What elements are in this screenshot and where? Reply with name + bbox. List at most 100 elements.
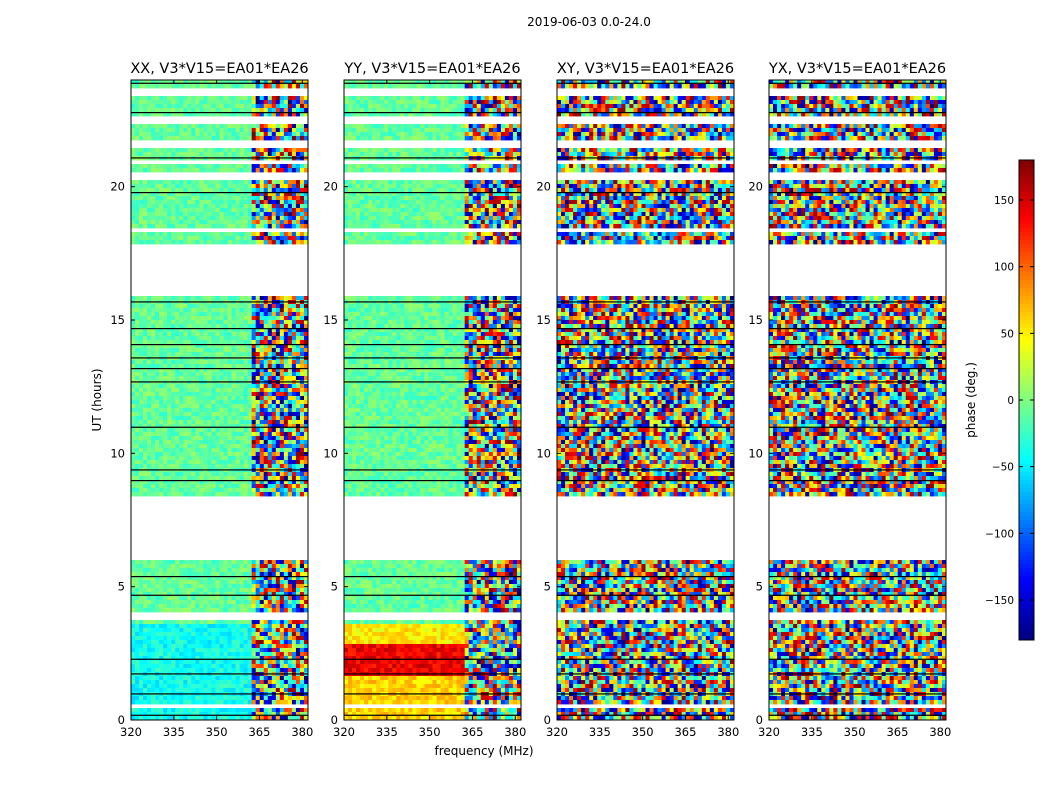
colorbar-swatch xyxy=(1019,444,1034,449)
y-tick-label: 10 xyxy=(748,446,763,460)
colorbar-swatch xyxy=(1019,416,1034,421)
y-tick-label: 20 xyxy=(110,180,125,194)
colorbar-swatch xyxy=(1019,272,1034,277)
colorbar-swatch xyxy=(1019,256,1034,261)
y-tick-label: 20 xyxy=(536,180,551,194)
colorbar-swatch xyxy=(1019,604,1034,609)
colorbar-swatch xyxy=(1019,380,1034,385)
colorbar-swatch xyxy=(1019,596,1034,601)
colorbar-swatch xyxy=(1019,224,1034,229)
colorbar-tick-label: −100 xyxy=(985,528,1014,540)
colorbar-swatch xyxy=(1019,172,1034,177)
colorbar-tick-label: 50 xyxy=(1001,328,1014,340)
colorbar-swatch xyxy=(1019,240,1034,245)
colorbar-swatch xyxy=(1019,336,1034,341)
panel-frame xyxy=(343,79,522,721)
colorbar-swatch xyxy=(1019,328,1034,333)
colorbar-swatch xyxy=(1019,188,1034,193)
y-tick-label: 10 xyxy=(536,446,551,460)
x-tick-label: 380 xyxy=(504,725,526,739)
colorbar-swatch xyxy=(1019,600,1034,605)
colorbar-tick-label: −50 xyxy=(992,462,1014,474)
colorbar-swatch xyxy=(1019,480,1034,485)
x-tick-label: 320 xyxy=(120,725,142,739)
colorbar-swatch xyxy=(1019,588,1034,593)
y-tick-label: 5 xyxy=(544,580,551,594)
colorbar-swatch xyxy=(1019,612,1034,617)
colorbar-swatch xyxy=(1019,552,1034,557)
colorbar-tick-label: −150 xyxy=(985,595,1014,607)
panel-title: YX, V3*V15=EA01*EA26 xyxy=(768,61,946,77)
x-tick-label: 350 xyxy=(844,725,866,739)
panel-title: YY, V3*V15=EA01*EA26 xyxy=(343,61,520,77)
colorbar-tick-label: 0 xyxy=(1007,395,1014,407)
colorbar-swatch xyxy=(1019,208,1034,213)
colorbar-swatch xyxy=(1019,332,1034,337)
colorbar-swatch xyxy=(1019,524,1034,529)
colorbar-swatch xyxy=(1019,624,1034,629)
colorbar-swatch xyxy=(1019,460,1034,465)
x-tick-label: 335 xyxy=(589,725,611,739)
colorbar-swatch xyxy=(1019,232,1034,237)
colorbar-swatch xyxy=(1019,440,1034,445)
colorbar-swatch xyxy=(1019,180,1034,185)
colorbar-swatch xyxy=(1019,376,1034,381)
colorbar-swatch xyxy=(1019,544,1034,549)
colorbar-swatch xyxy=(1019,192,1034,197)
colorbar-swatch xyxy=(1019,616,1034,621)
colorbar: −150 −100 −50 0 50 100 150 xyxy=(985,159,1035,641)
y-tick-label: 5 xyxy=(756,580,763,594)
colorbar-swatch xyxy=(1019,252,1034,257)
colorbar-swatch xyxy=(1019,372,1034,377)
colorbar-swatch xyxy=(1019,540,1034,545)
colorbar-swatch xyxy=(1019,488,1034,493)
colorbar-swatch xyxy=(1019,344,1034,349)
x-tick-label: 350 xyxy=(419,725,441,739)
colorbar-swatch xyxy=(1019,388,1034,393)
colorbar-swatch xyxy=(1019,528,1034,533)
colorbar-swatch xyxy=(1019,356,1034,361)
colorbar-swatch xyxy=(1019,312,1034,317)
colorbar-swatch xyxy=(1019,316,1034,321)
y-tick-label: 20 xyxy=(323,180,338,194)
colorbar-swatch xyxy=(1019,284,1034,289)
colorbar-swatch xyxy=(1019,608,1034,613)
y-tick-label: 10 xyxy=(110,446,125,460)
colorbar-swatch xyxy=(1019,404,1034,409)
colorbar-swatch xyxy=(1019,580,1034,585)
colorbar-swatch xyxy=(1019,164,1034,169)
colorbar-swatch xyxy=(1019,628,1034,633)
colorbar-swatch xyxy=(1019,592,1034,597)
colorbar-swatch xyxy=(1019,400,1034,405)
x-tick-label: 320 xyxy=(333,725,355,739)
x-axis-label: frequency (MHz) xyxy=(434,744,533,758)
colorbar-swatch xyxy=(1019,160,1034,165)
colorbar-swatch xyxy=(1019,448,1034,453)
colorbar-swatch xyxy=(1019,428,1034,433)
y-tick-label: 20 xyxy=(748,180,763,194)
colorbar-swatch xyxy=(1019,324,1034,329)
colorbar-swatch xyxy=(1019,620,1034,625)
x-tick-label: 365 xyxy=(248,725,270,739)
colorbar-swatch xyxy=(1019,368,1034,373)
colorbar-swatch xyxy=(1019,484,1034,489)
colorbar-swatch xyxy=(1019,244,1034,249)
colorbar-swatch xyxy=(1019,556,1034,561)
colorbar-swatch xyxy=(1019,500,1034,505)
colorbar-swatch xyxy=(1019,420,1034,425)
colorbar-swatch xyxy=(1019,496,1034,501)
phase-image xyxy=(344,80,521,720)
colorbar-swatch xyxy=(1019,352,1034,357)
colorbar-swatch xyxy=(1019,572,1034,577)
colorbar-swatch xyxy=(1019,472,1034,477)
colorbar-tick-label: 150 xyxy=(994,195,1014,207)
colorbar-swatch xyxy=(1019,184,1034,189)
panel-xx: XX, V3*V15=EA01*EA26 320 335 350 365 380 0 5 10 1… xyxy=(110,61,313,739)
colorbar-swatch xyxy=(1019,508,1034,513)
x-tick-label: 335 xyxy=(801,725,823,739)
y-tick-label: 5 xyxy=(331,580,338,594)
colorbar-swatch xyxy=(1019,468,1034,473)
phase-image xyxy=(557,80,734,720)
colorbar-swatch xyxy=(1019,512,1034,517)
panel-xy: XY, V3*V15=EA01*EA26 320 335 350 365 380 0 5 10 1… xyxy=(536,61,739,739)
